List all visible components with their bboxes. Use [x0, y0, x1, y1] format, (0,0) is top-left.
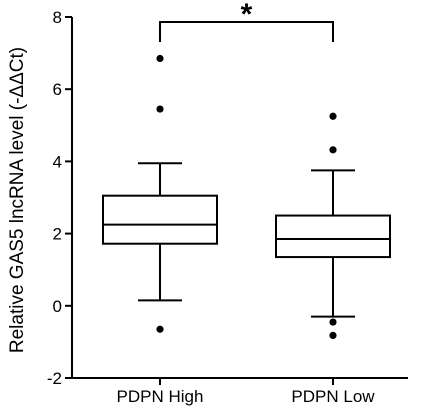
box-group — [102, 54, 218, 333]
iqr-box — [275, 214, 391, 259]
axes: -2 0 2 4 6 8 PDPN High PDPN Low — [47, 8, 408, 406]
iqr-box — [102, 194, 218, 245]
y-tick-label: 8 — [53, 8, 62, 27]
outlier-point — [329, 318, 337, 326]
y-axis-title: Relative GAS5 lncRNA level (-ΔΔCt) — [7, 47, 28, 353]
outlier-point — [156, 54, 164, 63]
y-tick-label: 4 — [53, 152, 62, 171]
annotations: * — [159, 0, 334, 42]
x-tick-label: PDPN High — [117, 387, 204, 406]
y-tick-label: 0 — [53, 297, 62, 316]
box-group — [275, 112, 391, 340]
outlier-point — [156, 105, 164, 113]
x-tick-label: PDPN Low — [291, 387, 375, 406]
boxes — [102, 54, 391, 340]
significance-bracket — [159, 21, 334, 42]
outlier-point — [329, 112, 337, 120]
outlier-point — [329, 146, 337, 154]
x-ticks: PDPN High PDPN Low — [117, 378, 375, 406]
outlier-point — [329, 331, 337, 340]
y-tick-label: 6 — [53, 80, 62, 99]
outlier-point — [156, 325, 164, 333]
y-tick-label: 2 — [53, 225, 62, 244]
y-ticks: -2 0 2 4 6 8 — [47, 8, 72, 388]
y-tick-label: -2 — [47, 369, 62, 388]
significance-star: * — [241, 0, 253, 31]
